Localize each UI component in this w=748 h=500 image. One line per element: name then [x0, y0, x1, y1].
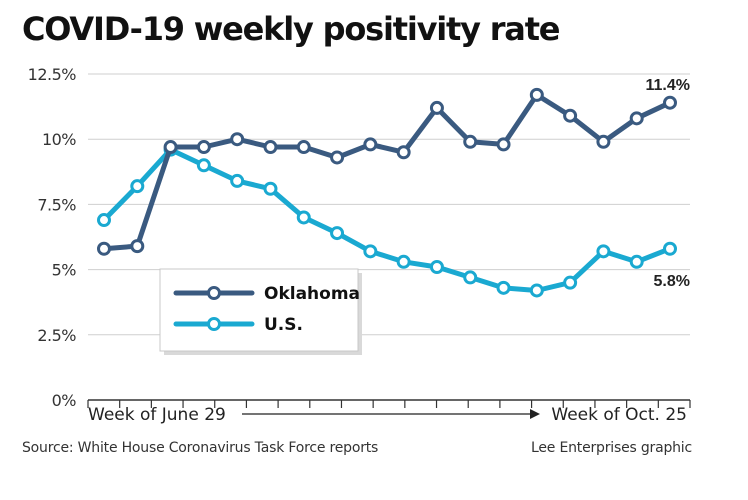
data-point: [629, 111, 644, 126]
data-point: [97, 213, 111, 228]
us-end-label: 5.8%: [654, 273, 690, 290]
legend-label: Oklahoma: [264, 284, 360, 304]
legend-item-oklahoma: Oklahoma: [173, 284, 360, 304]
y-tick-label: 0%: [52, 391, 77, 410]
data-point: [563, 108, 578, 123]
series-line: [101, 92, 673, 252]
x-direction-arrow: [242, 409, 540, 419]
data-point: [196, 158, 211, 173]
data-point: [463, 270, 478, 285]
legend: Oklahoma U.S.: [159, 268, 362, 355]
data-point: [330, 226, 345, 241]
y-tick-label: 12.5%: [28, 65, 77, 84]
series-layer: [97, 87, 677, 298]
data-point: [529, 283, 544, 298]
x-end-label: Week of Oct. 25: [551, 405, 687, 425]
legend-label: U.S.: [264, 315, 303, 335]
data-point: [663, 95, 677, 110]
data-point: [563, 275, 578, 290]
chart-title: COVID-19 weekly positivity rate: [22, 10, 561, 48]
data-point: [130, 239, 145, 254]
data-point: [263, 181, 278, 196]
credit-note: Lee Enterprises graphic: [531, 440, 692, 456]
data-point: [363, 137, 378, 152]
data-point: [130, 179, 145, 194]
legend-item-us: U.S.: [173, 315, 303, 335]
data-point: [163, 140, 178, 155]
data-point: [396, 145, 411, 160]
legend-swatch-marker: [207, 286, 221, 300]
y-tick-label: 5%: [52, 261, 77, 280]
oklahoma-end-label: 11.4%: [646, 77, 690, 94]
data-point: [296, 140, 311, 155]
legend-swatch-marker: [207, 317, 221, 331]
label-layer: 0% 2.5% 5% 7.5% 10% 12.5% Week of June 29 Week …: [28, 65, 690, 425]
y-tick-label: 10%: [42, 130, 76, 149]
data-point: [429, 259, 444, 274]
source-note: Source: White House Coronavirus Task For…: [22, 440, 379, 456]
data-point: [196, 140, 211, 155]
data-point: [363, 244, 378, 259]
data-point: [296, 210, 311, 225]
data-point: [396, 254, 411, 269]
data-point: [230, 132, 245, 147]
data-point: [97, 241, 111, 256]
x-start-label: Week of June 29: [88, 405, 226, 425]
data-point: [230, 173, 245, 188]
data-point: [330, 150, 345, 165]
data-point: [596, 134, 611, 149]
y-tick-label: 2.5%: [37, 326, 76, 345]
arrow-head: [530, 409, 540, 419]
data-point: [629, 254, 644, 269]
y-tick-label: 7.5%: [37, 195, 76, 214]
data-point: [463, 134, 478, 149]
axis-layer: [87, 399, 691, 408]
data-point: [429, 100, 444, 115]
data-point: [496, 280, 511, 295]
data-point: [496, 137, 511, 152]
legend-box: [159, 268, 359, 352]
line-chart: 0% 2.5% 5% 7.5% 10% 12.5% Week of June 29 Week …: [28, 65, 691, 425]
data-point: [263, 140, 278, 155]
data-point: [596, 244, 611, 259]
data-point: [529, 87, 544, 102]
series-oklahoma: [97, 87, 677, 256]
data-point: [663, 241, 677, 256]
